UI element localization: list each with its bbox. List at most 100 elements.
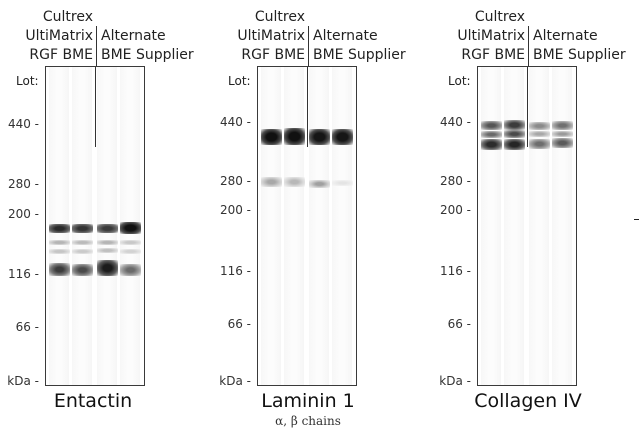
tick-text: 440 (7, 117, 31, 131)
gel-band (529, 122, 550, 130)
tick-label: 200 - (219, 203, 251, 217)
tick-text: 200 (219, 203, 243, 217)
gel-band (552, 138, 573, 148)
gel-band (481, 131, 502, 138)
gel-divider (527, 67, 528, 147)
gel-band (309, 129, 330, 145)
header-cultrex: Cultrex UltiMatrix RGF BME (237, 8, 305, 65)
tick-label: 116 - (219, 264, 251, 278)
tick-text: 280 (439, 174, 463, 188)
gel-lane (552, 67, 572, 385)
gel-band (504, 130, 525, 138)
lot-label: Lot: (16, 74, 39, 88)
gel-band (72, 249, 93, 254)
header-line: Cultrex (42, 9, 93, 25)
panel-title: Collagen IV (474, 390, 582, 412)
tick-text: 66 (447, 317, 463, 331)
tick-text: 200 (439, 203, 463, 217)
gel-band (309, 180, 330, 188)
panel-entactin: Cultrex UltiMatrix RGF BME Alternate BME… (0, 0, 200, 440)
header-cultrex: Cultrex UltiMatrix RGF BME (457, 8, 525, 65)
gel-band (49, 224, 70, 233)
tick-text: 66 (15, 320, 31, 334)
header-line: Alternate (101, 28, 166, 44)
gel-lane (284, 67, 304, 385)
tick-label: 440 - (439, 115, 471, 129)
gel-lane (261, 67, 281, 385)
unit-text: kDa (7, 374, 31, 388)
tick-text: 66 (227, 317, 243, 331)
gel-band (552, 131, 573, 137)
gel-band (49, 240, 70, 245)
tick-label: 200 - (439, 203, 471, 217)
tick-label: 116 - (439, 264, 471, 278)
tick-label: 66 - (447, 317, 471, 331)
header-line: Cultrex (254, 9, 305, 25)
header-line: RGF BME (241, 47, 305, 63)
tick-text: 200 (7, 207, 31, 221)
gel-band (72, 264, 93, 276)
gel-band (529, 139, 550, 149)
header-line: RGF BME (461, 47, 525, 63)
tick-label: 280 - (219, 174, 251, 188)
gel-band (332, 129, 353, 145)
header-divider (528, 26, 529, 66)
gel-band (49, 249, 70, 254)
tick-label: 440 - (219, 115, 251, 129)
tick-text: 280 (7, 177, 31, 191)
header-line: Alternate (533, 28, 598, 44)
header-alternate: Alternate BME Supplier (101, 27, 194, 65)
gel-band (284, 177, 305, 187)
gel-lane (332, 67, 352, 385)
header-cultrex: Cultrex UltiMatrix RGF BME (25, 8, 93, 65)
panel-laminin: Cultrex UltiMatrix RGF BME Alternate BME… (212, 0, 412, 440)
unit-text: kDa (439, 374, 463, 388)
gel-band (284, 128, 305, 145)
header-alternate: Alternate BME Supplier (313, 27, 406, 65)
tick-label: 116 - (7, 267, 39, 281)
panel-subtitle: α, β chains (275, 414, 341, 428)
gel-band (97, 240, 118, 245)
gel-band (552, 121, 573, 130)
gel-band (261, 129, 282, 145)
gel-band (481, 121, 502, 130)
unit-text: kDa (219, 374, 243, 388)
tick-text: 116 (7, 267, 31, 281)
panel-title: Entactin (53, 390, 133, 412)
gel-image (257, 66, 357, 386)
header-divider (308, 26, 309, 66)
gel-band (504, 139, 525, 150)
header-line: BME Supplier (533, 47, 626, 63)
header-alternate: Alternate BME Supplier (533, 27, 626, 65)
header-line: UltiMatrix (25, 28, 93, 44)
tick-label: 66 - (227, 317, 251, 331)
unit-label: kDa - (219, 374, 251, 388)
gel-band (120, 222, 141, 234)
gel-divider (307, 67, 308, 147)
unit-label: kDa - (7, 374, 39, 388)
gel-band (120, 249, 141, 254)
tick-text: 440 (219, 115, 243, 129)
panel-collagen: Cultrex UltiMatrix RGF BME Alternate BME… (432, 0, 632, 440)
lot-label: Lot: (228, 74, 251, 88)
tick-text: 440 (439, 115, 463, 129)
edge-tick-mark (634, 219, 639, 220)
gel-band (97, 224, 118, 233)
header-line: UltiMatrix (457, 28, 525, 44)
gel-band (49, 263, 70, 276)
gel-band (332, 180, 353, 186)
gel-band (261, 177, 282, 187)
gel-band (120, 240, 141, 245)
gel-band (72, 224, 93, 233)
panel-title: Laminin 1 (261, 390, 355, 412)
gel-image (45, 66, 145, 386)
gel-image (477, 66, 577, 386)
header-line: BME Supplier (101, 47, 194, 63)
header-line: Cultrex (474, 9, 525, 25)
tick-text: 116 (439, 264, 463, 278)
tick-label: 280 - (439, 174, 471, 188)
gel-band (97, 248, 118, 253)
gel-lane (309, 67, 329, 385)
gel-lane (529, 67, 549, 385)
unit-label: kDa - (439, 374, 471, 388)
